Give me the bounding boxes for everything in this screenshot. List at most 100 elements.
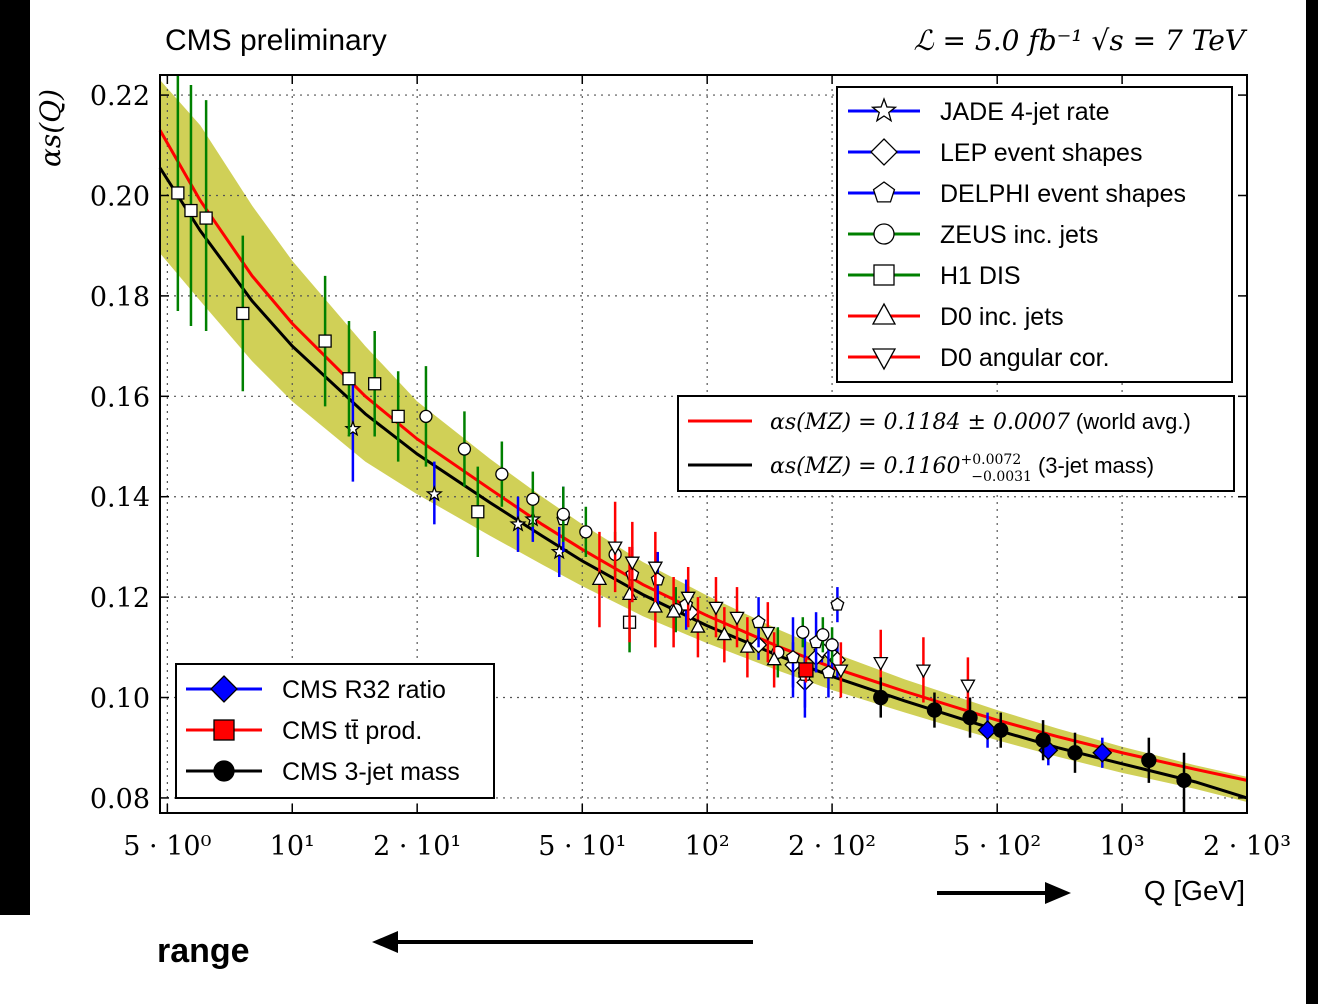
data-point-square (318, 334, 332, 348)
data-point-pentagon (785, 649, 801, 664)
data-point-pentagon (830, 597, 845, 611)
x-tick-label: 2 · 10² (788, 831, 876, 862)
y-tick-label: 0.10 (90, 684, 150, 715)
legend-fits: αs(MZ) = 0.1184 ± 0.0007 (world avg.) αs(M… (677, 395, 1235, 492)
data-point-pentagon (751, 614, 766, 629)
y-tick-label: 0.08 (90, 784, 150, 815)
data-point-triangle-down (647, 561, 664, 576)
y-tick-label: 0.12 (90, 583, 150, 614)
data-point-square (199, 211, 213, 225)
data-point-triangle-down (708, 601, 724, 616)
legend-fits-box (677, 395, 1235, 492)
x-tick-label: 5 · 10² (953, 831, 1041, 862)
x-tick-label: 2 · 10¹ (373, 831, 461, 862)
data-point-circle (495, 467, 509, 481)
data-point-circle-filled (1176, 772, 1192, 789)
legend-fit-label: αs(MZ) = 0.1160+0.0072 −0.0031 (3-jet mass… (770, 452, 1154, 485)
data-point-square (236, 306, 250, 321)
legend-marker-star (870, 97, 898, 123)
data-point-circle-filled (962, 709, 978, 726)
data-point-triangle-up (690, 618, 706, 633)
data-point-square (471, 505, 485, 519)
legend-label: H1 DIS (940, 262, 1021, 290)
legend-marker-circle-filled (213, 760, 235, 782)
data-point-triangle-down (833, 664, 849, 679)
data-point-triangle-up (591, 571, 608, 586)
data-point-circle-filled (1067, 745, 1083, 761)
legend-marker-triangle-down (871, 348, 897, 371)
legend-label: CMS tt̄ prod. (282, 717, 422, 745)
data-point-triangle-up (716, 626, 733, 641)
x-tick-label: 5 · 10¹ (538, 831, 626, 862)
data-point-triangle-down (729, 611, 745, 626)
data-point-circle (556, 507, 570, 521)
x-tick-label: 2 · 10³ (1203, 831, 1291, 862)
legend-label: JADE 4-jet rate (940, 98, 1110, 126)
y-tick-label: 0.16 (90, 382, 150, 413)
x-tick-label: 5 · 10⁰ (123, 831, 211, 862)
data-point-pentagon (821, 665, 836, 679)
data-point-triangle-up (647, 598, 664, 613)
legend-experiments: JADE 4-jet rate LEP event shapes DELPHI ev… (836, 86, 1233, 383)
x-axis-label: Q [GeV] (1144, 875, 1245, 906)
legend-label: ZEUS inc. jets (940, 221, 1098, 249)
data-point-diamond-filled (977, 720, 998, 741)
legend-marker-triangle-up (871, 302, 897, 325)
world-average-curve (158, 129, 1248, 782)
legend-label: CMS 3-jet mass (282, 758, 460, 786)
x-tick-label: 10¹ (270, 831, 315, 862)
legend-marker-pentagon (872, 181, 896, 203)
x-tick-label: 10² (685, 831, 730, 862)
data-point-triangle-up (766, 651, 782, 666)
data-point-circle-filled (1035, 732, 1051, 748)
data-point-triangle-down (960, 679, 976, 694)
y-tick-label: 0.18 (90, 282, 150, 313)
legend-marker-diamond-filled (210, 675, 238, 703)
data-point-square (391, 409, 405, 424)
data-point-circle (816, 628, 830, 642)
x-tick-label: 10³ (1100, 831, 1145, 862)
y-tick-label: 0.14 (90, 483, 150, 514)
data-point-triangle-down (760, 626, 776, 641)
data-point-triangle-up (665, 603, 682, 618)
data-point-square (171, 186, 185, 200)
three-jet-mass-curve (158, 167, 1248, 800)
legend-fit-label: αs(MZ) = 0.1184 ± 0.0007 (world avg.) (770, 409, 1191, 435)
y-axis-label: αs(Q) (34, 89, 67, 167)
y-tick-label: 0.22 (90, 81, 150, 112)
data-point-circle-filled (926, 702, 943, 718)
legend-marker-diamond (870, 138, 898, 166)
data-point-circle (457, 442, 472, 456)
data-point-triangle-down (607, 541, 623, 556)
legend-label: D0 inc. jets (940, 303, 1064, 331)
legend-label: DELPHI event shapes (940, 180, 1186, 208)
chart-subtitle: ℒ = 5.0 fb⁻¹ √s = 7 TeV (913, 24, 1247, 57)
data-point-circle (526, 492, 540, 506)
data-point-star (425, 485, 443, 502)
chart-title: CMS preliminary (165, 24, 387, 57)
data-point-diamond-filled (1092, 742, 1113, 763)
data-point-square (342, 372, 356, 386)
data-point-circle (419, 409, 433, 424)
data-points (171, 75, 1192, 813)
range-annotation: range (157, 932, 250, 970)
data-point-triangle-down (624, 556, 641, 571)
legend-cms: CMS R32 ratio CMS tt̄ prod. CMS 3-jet mass (175, 663, 495, 799)
data-point-square (368, 377, 382, 391)
legend-label: CMS R32 ratio (282, 676, 446, 704)
data-point-square-filled (798, 662, 814, 678)
data-point-circle (579, 525, 593, 539)
axes-frame (159, 74, 1248, 814)
legend-marker-square-filled (213, 719, 235, 741)
data-point-circle-filled (993, 722, 1009, 738)
data-point-star (509, 515, 527, 532)
uncertainty-band (160, 80, 1247, 802)
legend-marker-circle (873, 223, 895, 245)
data-point-triangle-down (915, 664, 932, 679)
data-point-triangle-up (739, 638, 756, 653)
data-point-triangle-down (680, 591, 696, 606)
data-point-circle (796, 625, 810, 639)
data-point-circle-filled (873, 689, 889, 706)
